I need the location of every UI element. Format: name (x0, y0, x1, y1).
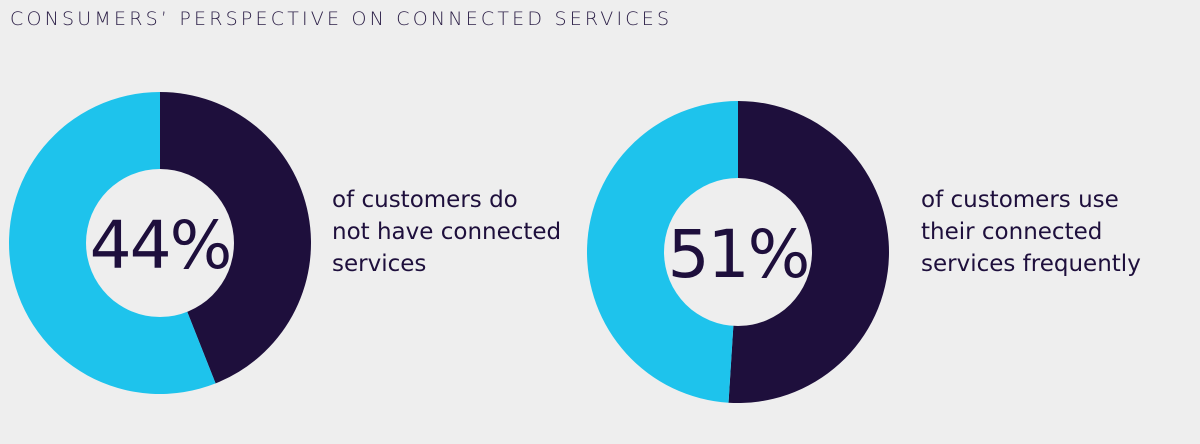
donut-center-label: 44% (90, 207, 231, 284)
donut-hole (664, 178, 812, 326)
donut-chart-no-connected-services: 44% of customers do not have connected s… (9, 92, 592, 394)
donut-hole (86, 169, 234, 317)
donut-slice (160, 92, 312, 384)
caption-line: of customers do (332, 187, 518, 213)
caption-line: not have connected (332, 219, 562, 245)
page-title: CONSUMERS’ PERSPECTIVE ON CONNECTED SERV… (10, 8, 673, 30)
donut-svg: 44% (9, 92, 312, 394)
caption-line: services frequently (921, 251, 1141, 277)
donut-slice (587, 101, 738, 403)
caption-line: their connected (921, 219, 1103, 245)
donut-chart-frequent-use: 51% of customers use their connected ser… (577, 0, 1177, 444)
donut-svg: 51% (587, 100, 890, 403)
donut-center-label: 51% (668, 216, 809, 293)
caption-line: of customers use (921, 187, 1119, 213)
caption-line: services (332, 251, 427, 277)
donut-caption: of customers use their connected service… (921, 184, 1181, 280)
donut-caption: of customers do not have connected servi… (332, 184, 592, 280)
